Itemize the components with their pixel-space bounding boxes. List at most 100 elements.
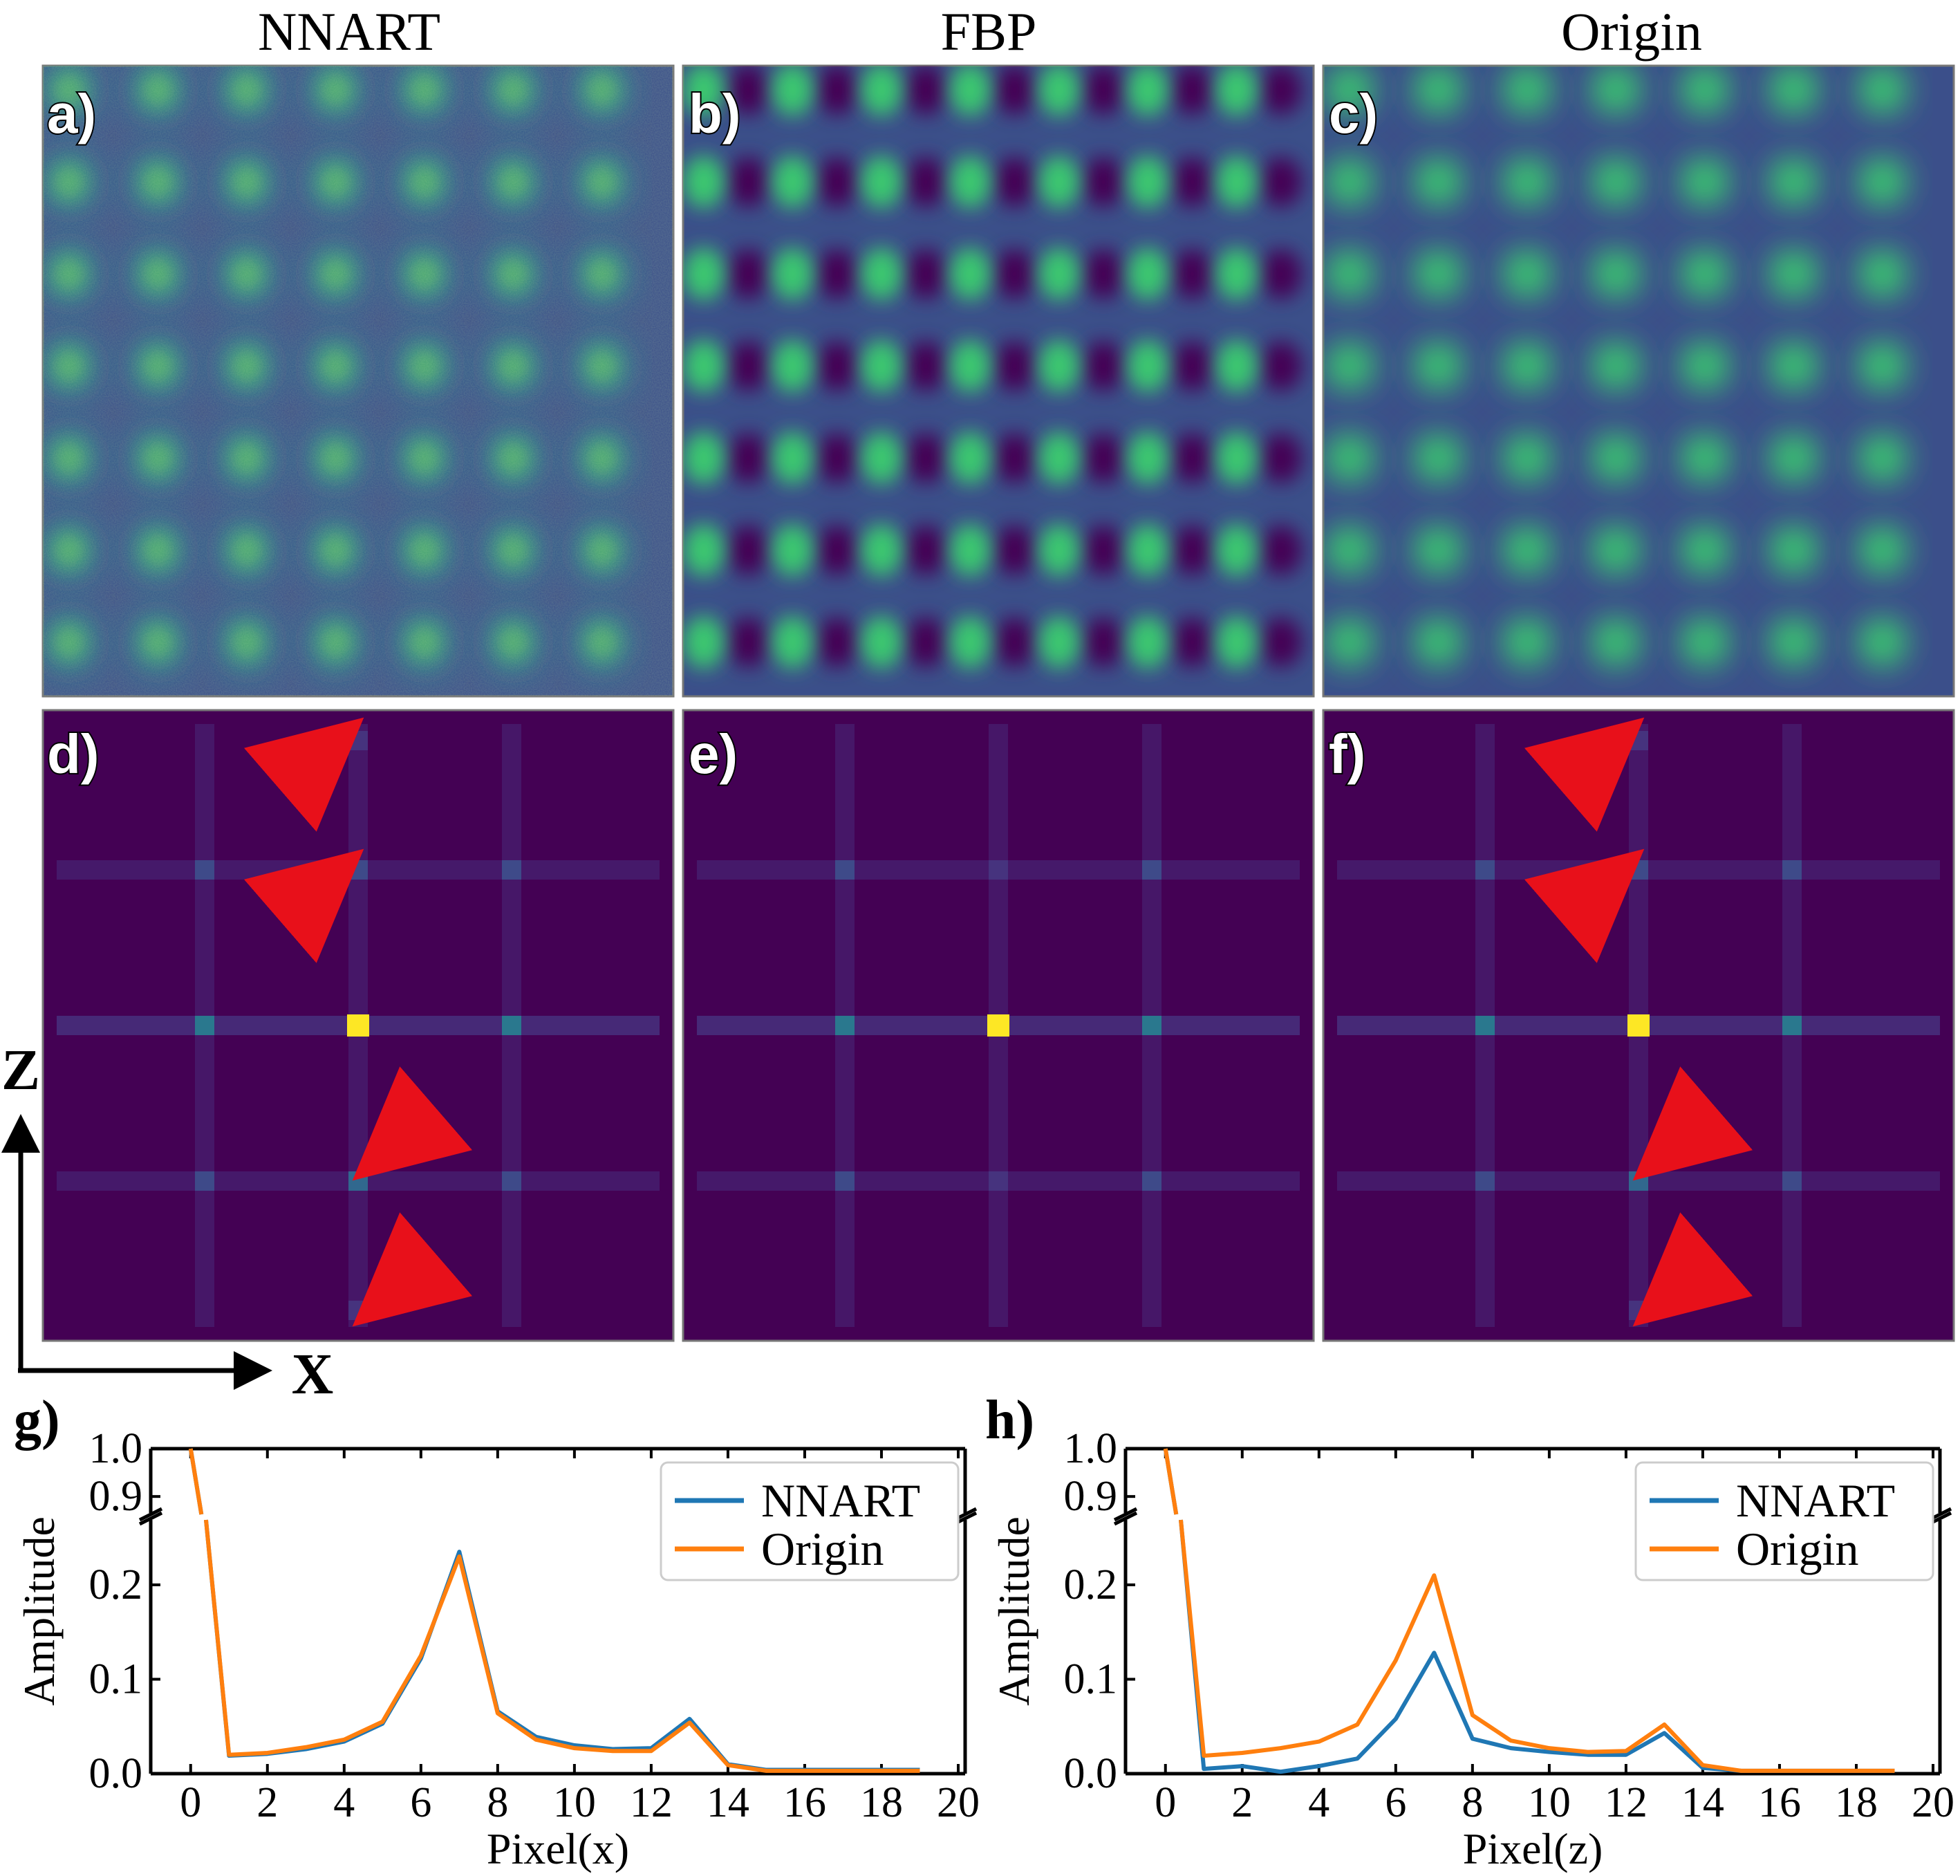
image-bright-spot	[1413, 617, 1464, 667]
spectrum-peak	[1629, 731, 1648, 750]
image-dark-spot	[727, 249, 769, 299]
image-bright-spot	[1413, 433, 1464, 483]
image-bright-spot	[1857, 341, 1907, 391]
x-tick-label: 6	[410, 1779, 431, 1826]
legend-entry: Origin	[1736, 1523, 1859, 1575]
image-bright-spot	[1215, 248, 1258, 301]
image-bright-spot	[1679, 617, 1730, 667]
y-tick-label: 0.2	[89, 1561, 143, 1608]
column-title-fbp: FBP	[941, 1, 1037, 62]
image-bright-spot	[1038, 340, 1080, 393]
axis-indicator: Z X	[1, 1038, 333, 1406]
image-dark-spot	[1260, 433, 1302, 483]
y-tick-label: 1.0	[1064, 1425, 1118, 1472]
red-arrow	[352, 1066, 473, 1181]
image-bright-spot	[772, 615, 814, 669]
axis-break-mark	[138, 1511, 163, 1526]
image-bright-spot	[1857, 249, 1907, 299]
image-dark-spot	[905, 433, 947, 483]
spectrum-peak	[1629, 1301, 1648, 1320]
spectrum-peak	[348, 860, 368, 880]
image-bright-spot	[1215, 615, 1258, 669]
x-tick-label: 16	[1758, 1779, 1801, 1826]
x-tick-label: 12	[1605, 1779, 1648, 1826]
image-bright-spot	[1591, 157, 1641, 207]
spectrum-panel-nnart	[41, 709, 675, 1342]
image-dark-spot	[1171, 525, 1213, 575]
image-panel-origin	[1322, 64, 1955, 698]
image-dark-spot	[1260, 617, 1302, 667]
image-dark-spot	[1083, 525, 1125, 575]
image-bright-spot	[1215, 156, 1258, 209]
spectrum-peak	[1629, 860, 1648, 880]
image-panel-fbp	[682, 64, 1315, 698]
image-bright-spot	[683, 66, 725, 116]
red-arrow	[1524, 848, 1645, 963]
image-bright-spot	[1215, 340, 1258, 393]
image-dark-spot	[1260, 157, 1302, 207]
image-bright-spot	[1591, 525, 1641, 575]
image-bright-spot	[1325, 249, 1374, 299]
image-bright-spot	[1127, 340, 1169, 393]
panel-label-e: e)	[689, 723, 738, 785]
spectrum-peak	[835, 1016, 855, 1035]
spectrum-panel-fbp	[682, 709, 1315, 1342]
line-chart-g: g) 0 2 4 6 8 10 12 14 16 18 20 0.0 0.1 0.2 0.91.0 Pixel(…	[14, 1390, 980, 1873]
axis-break-mark	[1113, 1507, 1138, 1522]
image-dark-spot	[727, 157, 769, 207]
line-chart-h: h) 0 2 4 6 8 10 12 14 16 18 20 0.0 0.1 0.2 0.91.0 Pixel(…	[985, 1390, 1954, 1873]
image-bright-spot	[683, 248, 725, 301]
image-bright-spot	[1857, 157, 1907, 207]
spectrum-panel-origin	[1322, 709, 1955, 1342]
image-bright-spot	[860, 431, 902, 485]
image-bright-spot	[1127, 248, 1169, 301]
x-tick-label: 2	[256, 1779, 278, 1826]
x-tick-label: 2	[1231, 1779, 1253, 1826]
x-tick-label: 4	[1308, 1779, 1329, 1826]
image-dark-spot	[905, 617, 947, 667]
image-bright-spot	[1413, 249, 1464, 299]
image-dark-spot	[905, 525, 947, 575]
image-bright-spot	[683, 156, 725, 209]
series-origin-line	[1178, 1519, 1895, 1773]
spectrum-peak	[989, 1171, 1008, 1191]
image-panel-nnart	[41, 64, 675, 698]
image-dark-spot	[993, 157, 1036, 207]
chart-panel-label: g)	[14, 1390, 60, 1451]
x-tick-label: 8	[1462, 1779, 1483, 1826]
image-dark-spot	[816, 157, 858, 207]
spectrum-center-peak	[987, 1014, 1009, 1037]
panel-label-a: a)	[47, 83, 96, 145]
image-bright-spot	[1502, 157, 1552, 207]
image-dark-spot	[1083, 341, 1125, 391]
image-bright-spot	[772, 431, 814, 485]
image-bright-spot	[1591, 617, 1641, 667]
x-tick-label: 18	[860, 1779, 903, 1826]
image-dark-spot	[1260, 525, 1302, 575]
image-bright-spot	[1215, 66, 1258, 116]
image-dark-spot	[993, 341, 1036, 391]
image-background	[1322, 64, 1955, 698]
image-bright-spot	[1591, 341, 1641, 391]
image-dark-spot	[727, 525, 769, 575]
image-bright-spot	[772, 523, 814, 577]
image-dark-spot	[1083, 249, 1125, 299]
image-bright-spot	[949, 156, 991, 209]
image-dark-spot	[727, 433, 769, 483]
image-dark-spot	[993, 66, 1036, 115]
image-bright-spot	[1127, 156, 1169, 209]
x-axis-letter: X	[292, 1342, 334, 1406]
image-dark-spot	[1171, 433, 1213, 483]
image-bright-spot	[1325, 617, 1374, 667]
series-origin-upper	[188, 1448, 204, 1515]
image-bright-spot	[1413, 341, 1464, 391]
image-dark-spot	[905, 66, 947, 115]
image-bright-spot	[772, 340, 814, 393]
image-bright-spot	[683, 615, 725, 669]
image-bright-spot	[1768, 66, 1819, 115]
image-bright-spot	[1768, 617, 1819, 667]
red-arrow	[243, 848, 364, 963]
spectrum-peak	[195, 1016, 214, 1035]
red-arrow	[1632, 1066, 1753, 1181]
